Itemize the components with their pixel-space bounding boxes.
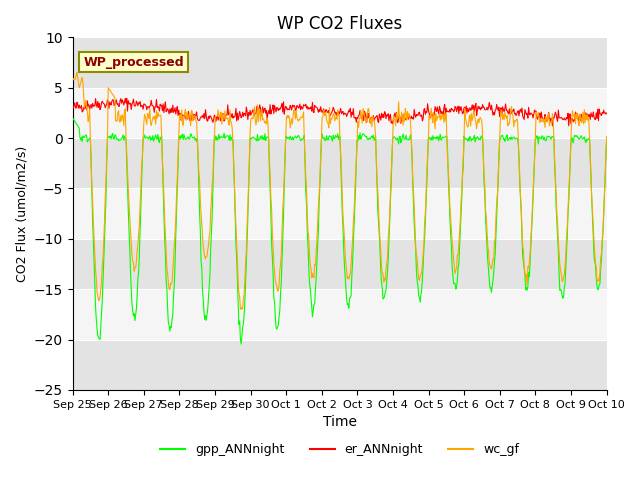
Line: gpp_ANNnight: gpp_ANNnight (72, 118, 607, 344)
er_ANNnight (134, 103, 141, 108)
Bar (72, 138, 607, 189)
er_ANNnight (188, 112, 196, 118)
Bar (72, 37, 607, 88)
gpp_ANNnight (603, 137, 611, 143)
Bar (72, 239, 607, 289)
wc_gf (73, 70, 81, 75)
wc_gf (134, 241, 141, 247)
Y-axis label: CO2 Flux (umol/m2/s): CO2 Flux (umol/m2/s) (15, 145, 28, 282)
wc_gf (406, 113, 413, 119)
Line: er_ANNnight: er_ANNnight (72, 98, 607, 126)
wc_gf (68, 78, 76, 84)
gpp_ANNnight (420, 235, 428, 241)
wc_gf (237, 307, 245, 312)
gpp_ANNnight (78, 139, 86, 144)
er_ANNnight (78, 109, 86, 115)
Title: WP CO2 Fluxes: WP CO2 Fluxes (277, 15, 402, 33)
gpp_ANNnight (405, 137, 413, 143)
gpp_ANNnight (188, 132, 195, 137)
wc_gf (216, 110, 224, 116)
er_ANNnight (405, 112, 413, 118)
Legend: gpp_ANNnight, er_ANNnight, wc_gf: gpp_ANNnight, er_ANNnight, wc_gf (155, 438, 524, 461)
gpp_ANNnight (68, 115, 76, 121)
er_ANNnight (216, 118, 224, 124)
Bar (72, 339, 607, 390)
er_ANNnight (122, 96, 129, 101)
Text: WP_processed: WP_processed (83, 56, 184, 69)
X-axis label: Time: Time (323, 415, 356, 429)
gpp_ANNnight (237, 341, 245, 347)
gpp_ANNnight (216, 135, 223, 141)
wc_gf (422, 209, 429, 215)
gpp_ANNnight (133, 293, 141, 299)
er_ANNnight (420, 106, 428, 111)
er_ANNnight (603, 110, 611, 116)
Line: wc_gf: wc_gf (72, 72, 607, 310)
wc_gf (188, 108, 196, 114)
wc_gf (79, 80, 87, 85)
wc_gf (603, 133, 611, 139)
er_ANNnight (68, 104, 76, 109)
er_ANNnight (565, 123, 573, 129)
